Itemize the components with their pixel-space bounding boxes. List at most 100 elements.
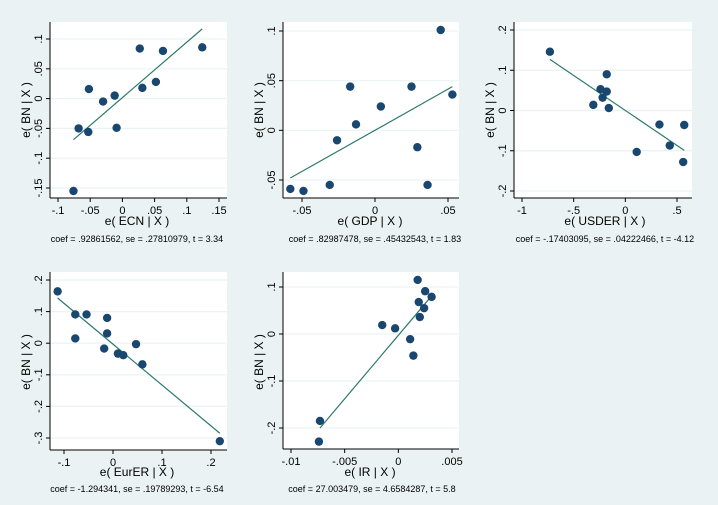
x-axis-title: e( ECN | X ) — [105, 214, 169, 228]
data-point — [215, 436, 225, 446]
x-tick-label: 0 — [622, 205, 628, 217]
x-tick-label: .15 — [211, 205, 226, 217]
data-point — [414, 297, 423, 307]
panel-2: -.05 0 .05 .1 -.05 0 .05 e( GDP | X ) e( BN | X … — [252, 22, 461, 244]
x-axis-title: e( IR | X ) — [344, 465, 395, 479]
data-point — [419, 303, 429, 313]
data-point — [135, 44, 144, 53]
data-point — [602, 70, 611, 79]
data-point — [376, 102, 386, 111]
x-tick-label: -.01 — [282, 456, 301, 468]
y-tick-label: 0 — [497, 107, 509, 113]
x-axis-title: e( EurER | X ) — [100, 465, 174, 479]
x-tick-label: -.05 — [81, 205, 100, 217]
y-axis-title: e( BN | X ) — [252, 334, 266, 390]
y-tick-label: -.05 — [33, 119, 45, 138]
x-tick-label: 0 — [110, 457, 116, 469]
x-tick-label: .1 — [157, 457, 166, 469]
y-tick-label: .2 — [33, 275, 45, 284]
data-point — [286, 184, 295, 194]
y-axis-title: e( BN | X ) — [19, 82, 33, 138]
fitted-line — [549, 58, 685, 151]
data-point — [407, 82, 416, 91]
data-point — [158, 46, 168, 56]
data-point — [198, 43, 207, 52]
data-point — [151, 77, 161, 87]
data-point — [679, 157, 688, 167]
data-point — [82, 310, 91, 319]
y-tick-label: -.2 — [497, 185, 509, 198]
data-point — [315, 416, 325, 426]
data-point — [420, 287, 430, 296]
x-tick-label: -1 — [517, 205, 527, 217]
y-tick-label: -.2 — [33, 400, 45, 413]
data-point — [84, 127, 93, 137]
x-tick-label: .05 — [440, 205, 455, 217]
x-tick-label: 0 — [395, 456, 401, 468]
x-tick-label: .005 — [441, 456, 462, 468]
y-tick-label: 0 — [33, 340, 45, 346]
y-axis-title: e( BN | X ) — [19, 334, 33, 390]
regression-note: coef = -.17403095, se = .04222466, t = -… — [516, 234, 694, 244]
data-point — [351, 120, 361, 129]
y-axis-title: e( BN | X ) — [252, 82, 266, 138]
data-point — [545, 47, 555, 56]
data-point — [99, 344, 109, 353]
data-point — [680, 120, 689, 130]
y-tick-label: .1 — [266, 26, 278, 35]
data-point — [345, 82, 355, 91]
data-point — [665, 141, 674, 150]
data-point — [436, 25, 445, 35]
data-point — [413, 143, 422, 152]
panel-1: -.15 -.1 -.05 0 .05 .1 -.1 -.05 0 .05 .1 .15 e( ECN … — [19, 22, 227, 244]
data-point — [98, 97, 108, 106]
x-tick-label: -.1 — [52, 205, 65, 217]
data-point — [138, 83, 147, 93]
y-tick-label: .1 — [33, 34, 45, 43]
y-tick-label: -.1 — [33, 152, 45, 165]
regression-note: coef = .92861562, se = .27810979, t = 3.… — [51, 234, 223, 244]
y-tick-label: 0 — [266, 331, 278, 337]
fitted-line — [73, 28, 203, 141]
data-point — [427, 292, 436, 302]
regression-note: coef = -1.294341, se = .19789293, t = -6… — [50, 484, 223, 494]
y-tick-label: -.1 — [33, 368, 45, 381]
data-point — [131, 339, 141, 349]
x-tick-label: -.1 — [58, 457, 71, 469]
regression-note: coef = .82987478, se = .45432543, t = 1.… — [289, 234, 461, 244]
data-point — [423, 180, 432, 190]
data-point — [598, 93, 607, 102]
y-tick-label: -.15 — [33, 179, 45, 198]
x-tick-label: 0 — [119, 205, 125, 217]
data-point — [53, 287, 62, 296]
fitted-line — [319, 295, 433, 429]
data-point — [84, 84, 94, 94]
plot-region — [283, 272, 459, 449]
panel-4: -.3 -.2 -.1 0 .1 .2 -.1 0 .1 .2 e( EurER | X ) e( B… — [19, 272, 227, 494]
data-point — [632, 147, 641, 157]
x-tick-label: -.5 — [567, 205, 580, 217]
y-axis-title: e( BN | X ) — [483, 82, 497, 138]
data-point — [102, 313, 112, 323]
x-axis-title: e( GDP | X ) — [338, 214, 403, 228]
panel-3: -.2 -.1 0 .1 .2 -1 -.5 0 .5 e( USDER | X ) e( BN |… — [483, 22, 694, 244]
y-tick-label: .05 — [33, 61, 45, 76]
data-point — [299, 186, 308, 196]
data-point — [69, 186, 78, 196]
plot-region — [283, 22, 459, 198]
y-tick-label: .1 — [497, 66, 509, 75]
x-tick-label: .2 — [206, 457, 215, 469]
x-tick-label: -.05 — [293, 205, 312, 217]
data-point — [110, 91, 119, 100]
x-tick-label: .05 — [147, 205, 162, 217]
data-point — [390, 324, 400, 333]
y-tick-label: .1 — [33, 307, 45, 316]
y-tick-label: -.3 — [33, 432, 45, 445]
y-tick-label: 0 — [266, 127, 278, 133]
fitted-line — [290, 86, 453, 179]
data-point — [413, 275, 422, 285]
data-point — [448, 90, 457, 99]
y-tick-label: -.2 — [266, 422, 278, 435]
data-point — [112, 123, 121, 133]
data-point — [378, 320, 387, 330]
